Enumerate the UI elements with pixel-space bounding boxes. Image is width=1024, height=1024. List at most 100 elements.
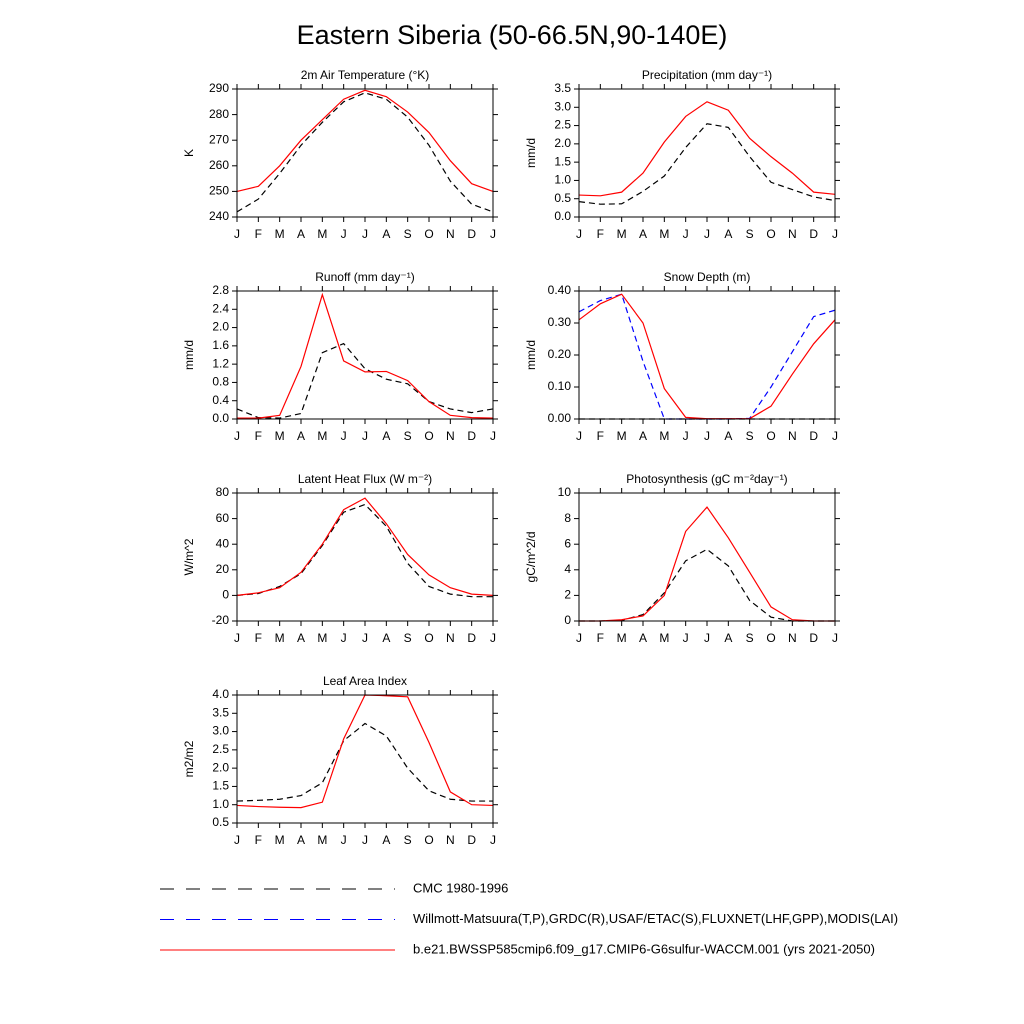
x-tick-label: J <box>490 833 496 847</box>
x-tick-label: M <box>617 429 627 443</box>
x-tick-label: M <box>617 631 627 645</box>
y-tick-label: 2 <box>564 588 571 602</box>
x-tick-label: M <box>617 227 627 241</box>
y-axis-label: mm/d <box>524 138 538 168</box>
x-tick-label: J <box>683 227 689 241</box>
y-tick-label: 80 <box>216 485 230 499</box>
y-tick-label: 1.6 <box>212 338 229 352</box>
x-tick-label: F <box>255 833 262 847</box>
x-tick-label: J <box>683 429 689 443</box>
panel-title: Leaf Area Index <box>323 674 407 688</box>
x-tick-label: J <box>704 227 710 241</box>
x-tick-label: S <box>746 631 754 645</box>
x-tick-label: A <box>724 429 732 443</box>
series-line <box>236 89 494 192</box>
y-tick-label: 0.30 <box>548 315 572 329</box>
x-tick-label: A <box>297 227 305 241</box>
series-line <box>236 722 493 802</box>
x-tick-label: A <box>639 429 647 443</box>
x-tick-label: J <box>234 833 240 847</box>
x-tick-label: O <box>766 429 775 443</box>
y-tick-label: 0.0 <box>554 209 571 223</box>
y-tick-label: 1.0 <box>212 797 229 811</box>
x-tick-label: J <box>832 631 838 645</box>
x-tick-label: J <box>490 429 496 443</box>
y-tick-label: 0.5 <box>554 191 571 205</box>
y-tick-label: -20 <box>212 613 230 627</box>
y-axis-label: W/m^2 <box>182 538 196 575</box>
x-tick-label: F <box>597 631 604 645</box>
x-tick-label: S <box>404 631 412 645</box>
series-line <box>578 293 836 420</box>
x-tick-label: A <box>639 631 647 645</box>
x-tick-label: J <box>341 833 347 847</box>
y-tick-label: 2.0 <box>554 136 571 150</box>
x-tick-label: J <box>234 429 240 443</box>
x-tick-label: M <box>317 429 327 443</box>
panel-title: Precipitation (mm day⁻¹) <box>642 68 772 82</box>
panel-title: Snow Depth (m) <box>664 270 751 284</box>
plot-frame <box>236 694 494 824</box>
y-tick-label: 40 <box>216 536 230 550</box>
y-tick-label: 260 <box>209 158 229 172</box>
y-tick-label: 3.0 <box>554 99 571 113</box>
y-tick-label: 290 <box>209 81 229 95</box>
x-tick-label: N <box>788 631 797 645</box>
x-tick-label: A <box>297 631 305 645</box>
y-tick-label: 0.4 <box>212 393 229 407</box>
x-tick-label: J <box>341 631 347 645</box>
panel-title: Runoff (mm day⁻¹) <box>315 270 414 284</box>
x-tick-label: N <box>446 631 455 645</box>
legend-label: Willmott-Matsuura(T,P),GRDC(R),USAF/ETAC… <box>413 911 898 926</box>
x-tick-label: D <box>467 833 476 847</box>
y-tick-label: 2.0 <box>212 760 229 774</box>
x-tick-label: O <box>424 227 433 241</box>
x-tick-label: F <box>255 631 262 645</box>
figure-title: Eastern Siberia (50-66.5N,90-140E) <box>297 20 728 50</box>
x-tick-label: D <box>809 429 818 443</box>
y-tick-label: 10 <box>558 485 572 499</box>
y-tick-label: 3.5 <box>212 705 229 719</box>
x-tick-label: O <box>424 429 433 443</box>
series-line <box>237 292 494 419</box>
y-tick-label: 8 <box>564 511 571 525</box>
legend-label: CMC 1980-1996 <box>413 880 508 895</box>
series-line <box>236 92 494 213</box>
x-tick-label: O <box>424 631 433 645</box>
y-tick-label: 3.5 <box>554 81 571 95</box>
x-tick-label: J <box>234 631 240 645</box>
x-tick-label: J <box>362 227 368 241</box>
x-tick-label: S <box>404 429 412 443</box>
plot-frame <box>236 290 494 420</box>
y-tick-label: 250 <box>209 184 229 198</box>
x-tick-label: S <box>746 227 754 241</box>
x-tick-label: A <box>724 227 732 241</box>
y-tick-label: 3.0 <box>212 724 229 738</box>
x-tick-label: M <box>317 833 327 847</box>
x-tick-label: J <box>576 631 582 645</box>
series-line <box>236 342 494 419</box>
y-tick-label: 1.5 <box>554 154 571 168</box>
y-tick-label: 0 <box>222 588 229 602</box>
y-tick-label: 2.5 <box>554 118 571 132</box>
series-line <box>578 293 836 420</box>
panel-title: Latent Heat Flux (W m⁻²) <box>298 472 432 486</box>
y-tick-label: 4 <box>564 562 571 576</box>
y-tick-label: 0.0 <box>212 411 229 425</box>
y-tick-label: 270 <box>209 132 229 146</box>
x-tick-label: S <box>404 833 412 847</box>
x-tick-label: M <box>275 227 285 241</box>
x-tick-label: J <box>341 429 347 443</box>
x-tick-label: N <box>788 227 797 241</box>
x-tick-label: J <box>832 227 838 241</box>
y-axis-label: m2/m2 <box>182 740 196 777</box>
x-tick-label: N <box>788 429 797 443</box>
x-tick-label: J <box>362 833 368 847</box>
x-tick-label: M <box>659 429 669 443</box>
x-tick-label: S <box>404 227 412 241</box>
y-axis-label: mm/d <box>182 340 196 370</box>
series-line <box>236 694 494 809</box>
x-tick-label: M <box>317 631 327 645</box>
x-tick-label: A <box>382 429 390 443</box>
